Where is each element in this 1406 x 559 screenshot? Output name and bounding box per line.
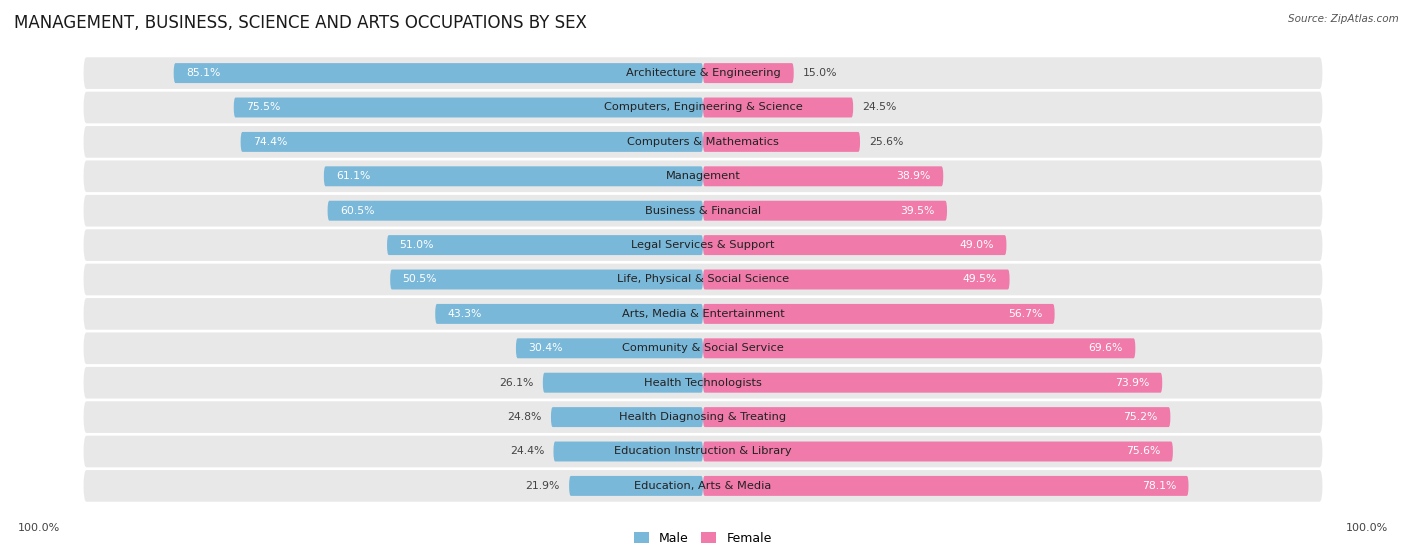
Text: Education Instruction & Library: Education Instruction & Library xyxy=(614,447,792,457)
Text: 100.0%: 100.0% xyxy=(1346,523,1389,533)
FancyBboxPatch shape xyxy=(703,167,943,186)
FancyBboxPatch shape xyxy=(387,235,703,255)
FancyBboxPatch shape xyxy=(516,338,703,358)
FancyBboxPatch shape xyxy=(703,373,1163,392)
Text: 51.0%: 51.0% xyxy=(399,240,434,250)
FancyBboxPatch shape xyxy=(703,476,1188,496)
Text: Architecture & Engineering: Architecture & Engineering xyxy=(626,68,780,78)
Text: 24.4%: 24.4% xyxy=(510,447,544,457)
Text: Community & Social Service: Community & Social Service xyxy=(621,343,785,353)
FancyBboxPatch shape xyxy=(554,442,703,462)
Text: Health Diagnosing & Treating: Health Diagnosing & Treating xyxy=(620,412,786,422)
Text: 38.9%: 38.9% xyxy=(897,171,931,181)
Text: 74.4%: 74.4% xyxy=(253,137,287,147)
Text: 85.1%: 85.1% xyxy=(186,68,221,78)
Text: 49.5%: 49.5% xyxy=(963,274,997,285)
Text: Computers, Engineering & Science: Computers, Engineering & Science xyxy=(603,102,803,112)
Text: 49.0%: 49.0% xyxy=(959,240,994,250)
Text: 30.4%: 30.4% xyxy=(529,343,562,353)
FancyBboxPatch shape xyxy=(703,338,1135,358)
FancyBboxPatch shape xyxy=(569,476,703,496)
FancyBboxPatch shape xyxy=(83,229,1323,261)
Text: Life, Physical & Social Science: Life, Physical & Social Science xyxy=(617,274,789,285)
Text: 60.5%: 60.5% xyxy=(340,206,374,216)
FancyBboxPatch shape xyxy=(703,407,1170,427)
Text: 24.5%: 24.5% xyxy=(862,102,897,112)
FancyBboxPatch shape xyxy=(543,373,703,392)
FancyBboxPatch shape xyxy=(436,304,703,324)
FancyBboxPatch shape xyxy=(83,333,1323,364)
FancyBboxPatch shape xyxy=(83,367,1323,399)
FancyBboxPatch shape xyxy=(389,269,703,290)
FancyBboxPatch shape xyxy=(174,63,703,83)
FancyBboxPatch shape xyxy=(703,442,1173,462)
FancyBboxPatch shape xyxy=(83,470,1323,502)
FancyBboxPatch shape xyxy=(233,97,703,117)
Text: 56.7%: 56.7% xyxy=(1008,309,1042,319)
FancyBboxPatch shape xyxy=(703,97,853,117)
Text: 43.3%: 43.3% xyxy=(447,309,482,319)
FancyBboxPatch shape xyxy=(83,57,1323,89)
Legend: Male, Female: Male, Female xyxy=(630,527,776,550)
FancyBboxPatch shape xyxy=(83,435,1323,467)
Text: Health Technologists: Health Technologists xyxy=(644,378,762,388)
FancyBboxPatch shape xyxy=(703,235,1007,255)
FancyBboxPatch shape xyxy=(83,92,1323,124)
Text: 15.0%: 15.0% xyxy=(803,68,838,78)
Text: 75.2%: 75.2% xyxy=(1123,412,1159,422)
Text: 50.5%: 50.5% xyxy=(402,274,437,285)
Text: 75.5%: 75.5% xyxy=(246,102,281,112)
FancyBboxPatch shape xyxy=(323,167,703,186)
Text: Source: ZipAtlas.com: Source: ZipAtlas.com xyxy=(1288,14,1399,24)
Text: 26.1%: 26.1% xyxy=(499,378,533,388)
Text: 25.6%: 25.6% xyxy=(869,137,904,147)
FancyBboxPatch shape xyxy=(83,401,1323,433)
Text: 21.9%: 21.9% xyxy=(526,481,560,491)
Text: 75.6%: 75.6% xyxy=(1126,447,1160,457)
Text: 39.5%: 39.5% xyxy=(900,206,935,216)
Text: 24.8%: 24.8% xyxy=(508,412,541,422)
FancyBboxPatch shape xyxy=(83,126,1323,158)
FancyBboxPatch shape xyxy=(703,269,1010,290)
Text: Management: Management xyxy=(665,171,741,181)
FancyBboxPatch shape xyxy=(83,264,1323,295)
Text: Education, Arts & Media: Education, Arts & Media xyxy=(634,481,772,491)
Text: 73.9%: 73.9% xyxy=(1115,378,1150,388)
FancyBboxPatch shape xyxy=(703,63,794,83)
FancyBboxPatch shape xyxy=(83,160,1323,192)
FancyBboxPatch shape xyxy=(328,201,703,221)
FancyBboxPatch shape xyxy=(83,195,1323,226)
FancyBboxPatch shape xyxy=(83,298,1323,330)
Text: 69.6%: 69.6% xyxy=(1088,343,1123,353)
Text: 78.1%: 78.1% xyxy=(1142,481,1175,491)
FancyBboxPatch shape xyxy=(551,407,703,427)
FancyBboxPatch shape xyxy=(703,201,948,221)
FancyBboxPatch shape xyxy=(240,132,703,152)
Text: Business & Financial: Business & Financial xyxy=(645,206,761,216)
Text: 61.1%: 61.1% xyxy=(336,171,371,181)
Text: Legal Services & Support: Legal Services & Support xyxy=(631,240,775,250)
Text: MANAGEMENT, BUSINESS, SCIENCE AND ARTS OCCUPATIONS BY SEX: MANAGEMENT, BUSINESS, SCIENCE AND ARTS O… xyxy=(14,14,586,32)
Text: Arts, Media & Entertainment: Arts, Media & Entertainment xyxy=(621,309,785,319)
Text: 100.0%: 100.0% xyxy=(17,523,60,533)
FancyBboxPatch shape xyxy=(703,304,1054,324)
Text: Computers & Mathematics: Computers & Mathematics xyxy=(627,137,779,147)
FancyBboxPatch shape xyxy=(703,132,860,152)
